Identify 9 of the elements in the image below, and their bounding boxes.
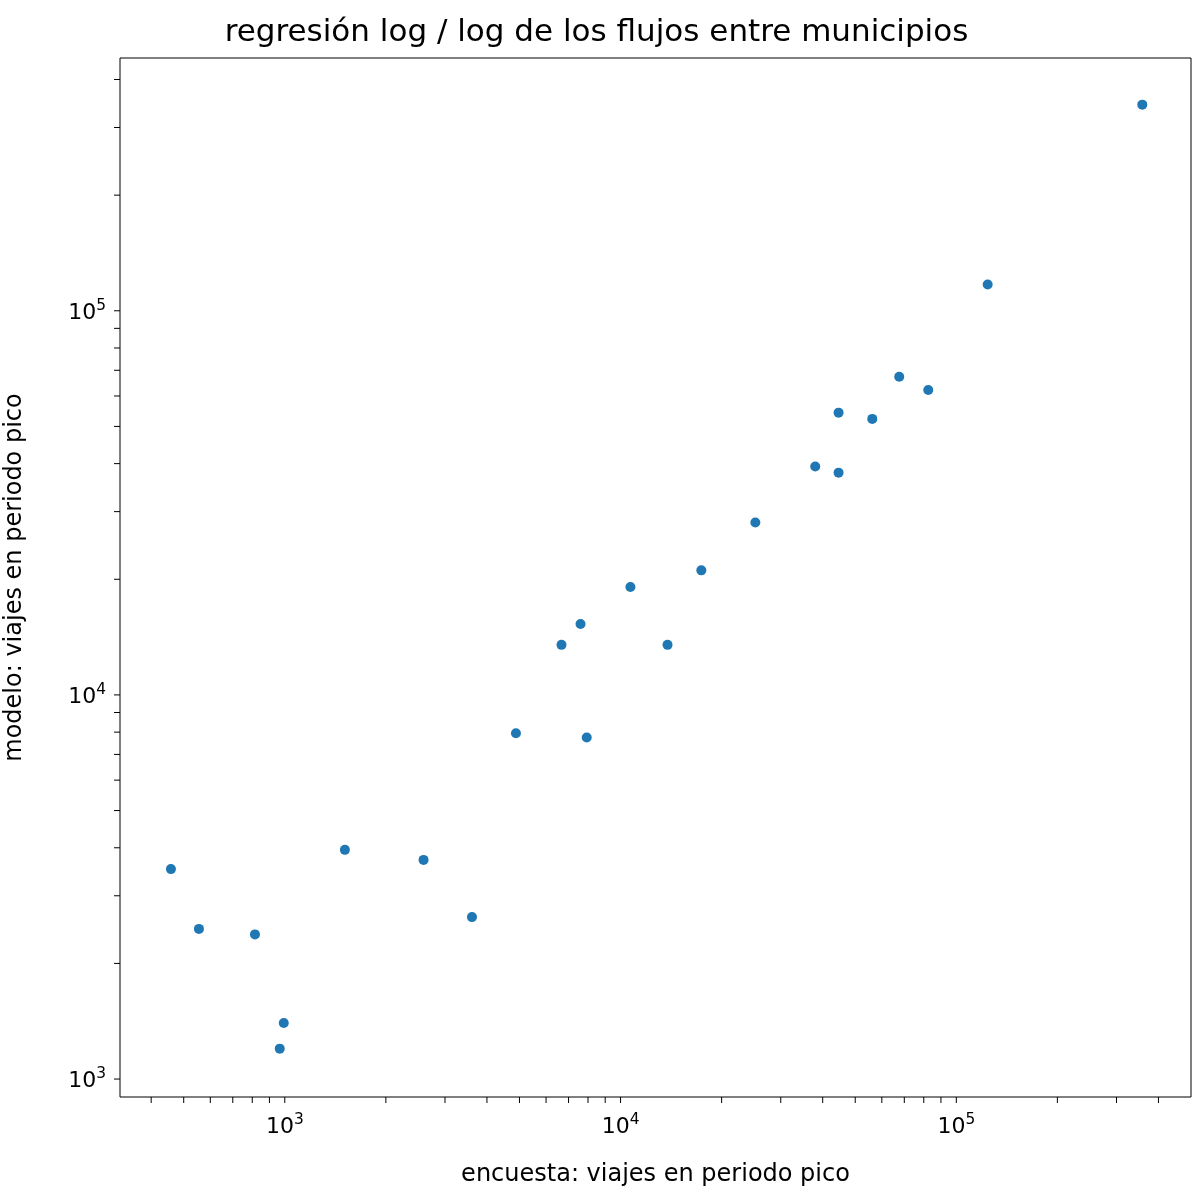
y-tick-label: 10$^{5}$ (68, 295, 106, 324)
x-tick-label: 10$^{4}$ (601, 1110, 640, 1138)
x-tick-label: 10$^{5}$ (937, 1110, 976, 1138)
chart-title: regresión log / log de los flujos entre municipios (223, 11, 970, 50)
y-tick-label: 10$^{3}$ (68, 1064, 106, 1093)
x-tick-label: 10$^{3}$ (265, 1110, 304, 1138)
y-axis-title: modelo: viajes en periodo pico (0, 393, 27, 762)
x-axis-title: encuesta: viajes en periodo pico (461, 1159, 850, 1187)
y-tick-label: 10$^{4}$ (68, 679, 106, 708)
